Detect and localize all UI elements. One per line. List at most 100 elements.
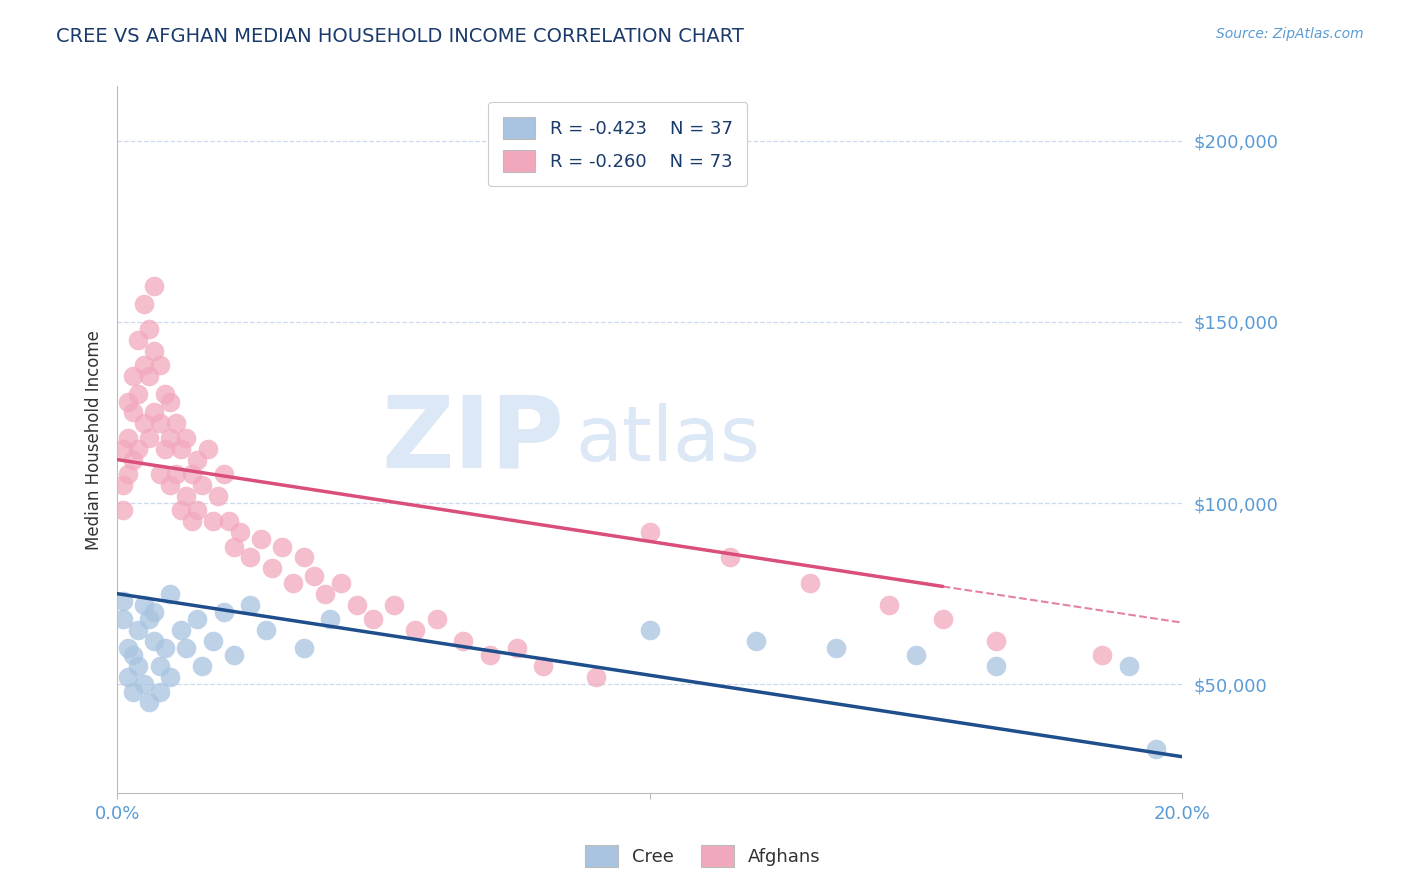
Point (404, 623, 426, 637)
Point (117, 670, 139, 684)
Text: Source: ZipAtlas.com: Source: ZipAtlas.com (1216, 27, 1364, 41)
Point (202, 633, 225, 648)
Point (879, 598, 901, 612)
Point (122, 648, 145, 663)
Point (170, 623, 193, 637)
Point (292, 550, 315, 565)
Point (149, 467, 172, 481)
Point (453, 633, 475, 648)
Point (122, 369, 145, 384)
Point (931, 612, 953, 626)
Point (117, 640, 139, 655)
Point (638, 524, 661, 539)
Point (153, 640, 176, 655)
Point (117, 394, 139, 409)
Point (149, 417, 172, 431)
Point (138, 322, 160, 336)
Point (825, 640, 848, 655)
Point (224, 648, 246, 663)
Point (292, 640, 315, 655)
Point (186, 452, 208, 467)
Point (799, 575, 821, 590)
Point (143, 278, 166, 293)
Point (127, 442, 149, 456)
Point (329, 575, 352, 590)
Point (122, 405, 145, 419)
Point (165, 467, 187, 481)
Point (132, 677, 155, 691)
Point (132, 598, 155, 612)
Point (138, 612, 160, 626)
Point (111, 478, 134, 492)
Point (531, 659, 554, 673)
Point (202, 514, 225, 528)
Point (191, 659, 214, 673)
Legend: Cree, Afghans: Cree, Afghans (578, 838, 828, 874)
Point (111, 442, 134, 456)
Point (132, 417, 155, 431)
Point (165, 417, 187, 431)
Text: ZIP: ZIP (381, 392, 565, 488)
Point (984, 659, 1007, 673)
Point (111, 612, 134, 626)
Point (1144, 742, 1167, 756)
Point (143, 605, 166, 619)
Point (224, 540, 246, 554)
Point (143, 343, 166, 358)
Point (176, 431, 198, 445)
Point (314, 587, 336, 601)
Point (197, 442, 219, 456)
Point (122, 684, 145, 698)
Text: CREE VS AFGHAN MEDIAN HOUSEHOLD INCOME CORRELATION CHART: CREE VS AFGHAN MEDIAN HOUSEHOLD INCOME C… (56, 27, 744, 45)
Point (585, 670, 607, 684)
Point (239, 598, 262, 612)
Point (149, 684, 172, 698)
Point (127, 387, 149, 401)
Point (149, 659, 172, 673)
Point (153, 387, 176, 401)
Point (153, 442, 176, 456)
Point (138, 695, 160, 709)
Point (319, 612, 342, 626)
Point (207, 489, 229, 503)
Point (745, 633, 768, 648)
Text: atlas: atlas (575, 402, 761, 476)
Point (281, 575, 304, 590)
Point (638, 623, 661, 637)
Point (218, 514, 240, 528)
Point (984, 633, 1007, 648)
Point (1118, 659, 1140, 673)
Point (159, 670, 181, 684)
Point (122, 452, 145, 467)
Point (186, 612, 208, 626)
Legend: R = -0.423    N = 37, R = -0.260    N = 73: R = -0.423 N = 37, R = -0.260 N = 73 (488, 103, 747, 186)
Point (505, 640, 527, 655)
Point (176, 489, 198, 503)
Point (143, 633, 166, 648)
Point (228, 524, 250, 539)
Point (117, 467, 139, 481)
Point (132, 297, 155, 311)
Point (127, 623, 149, 637)
Point (212, 467, 235, 481)
Point (239, 550, 262, 565)
Point (159, 587, 181, 601)
Point (905, 648, 928, 663)
Point (149, 359, 172, 373)
Point (117, 431, 139, 445)
Point (346, 598, 368, 612)
Point (143, 405, 166, 419)
Point (159, 431, 181, 445)
Point (271, 540, 294, 554)
Point (1091, 648, 1114, 663)
Point (127, 333, 149, 347)
Point (159, 478, 181, 492)
Point (170, 503, 193, 517)
Point (212, 605, 235, 619)
Point (127, 659, 149, 673)
Point (180, 467, 202, 481)
Point (111, 503, 134, 517)
Point (361, 612, 384, 626)
Point (250, 533, 273, 547)
Point (718, 550, 741, 565)
